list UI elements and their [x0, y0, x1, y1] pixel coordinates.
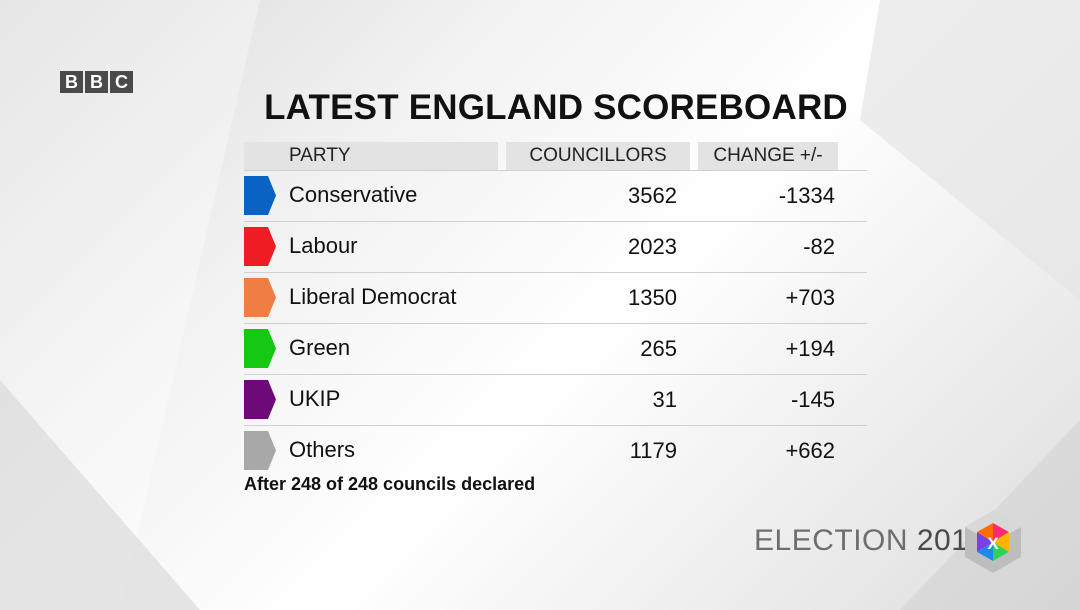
cube-letter: X [987, 534, 999, 553]
header-councillors: COUNCILLORS [506, 142, 690, 170]
party-name: Green [289, 335, 351, 360]
bbc-logo-letter: C [110, 71, 133, 93]
table-body: Conservative 3562 -1334 Labour 2023 -82 Libera… [244, 170, 867, 476]
councillors-count: 31 [652, 387, 677, 412]
scoreboard-table: PARTY COUNCILLORS CHANGE +/- Conservativ… [244, 142, 867, 476]
change-value: +194 [785, 336, 835, 361]
party-color-chip [244, 380, 276, 419]
election-2019-logo-text: ELECTION 2019 [754, 524, 986, 558]
bbc-logo: B B C [60, 71, 133, 93]
election-cube-icon: X [965, 511, 1021, 573]
table-row: UKIP 31 -145 [244, 374, 867, 425]
table-row: Conservative 3562 -1334 [244, 170, 867, 221]
party-color-chip [244, 227, 276, 266]
table-row: Green 265 +194 [244, 323, 867, 374]
party-name: Others [289, 437, 356, 462]
bbc-logo-letter: B [85, 71, 108, 93]
councillors-count: 1179 [629, 438, 677, 463]
party-name: Liberal Democrat [289, 284, 457, 309]
header-change: CHANGE +/- [698, 142, 838, 170]
councillors-count: 265 [640, 336, 677, 361]
footnote: After 248 of 248 councils declared [244, 474, 536, 494]
party-name: Conservative [289, 182, 418, 207]
councillors-count: 3562 [628, 183, 677, 208]
change-value: +703 [785, 285, 835, 310]
councillors-count: 2023 [628, 234, 677, 259]
table-header: PARTY COUNCILLORS CHANGE +/- [244, 142, 867, 170]
party-color-chip [244, 431, 276, 470]
table-row: Labour 2023 -82 [244, 221, 867, 272]
party-name: Labour [289, 233, 358, 258]
party-color-chip [244, 176, 276, 215]
party-color-chip [244, 278, 276, 317]
party-color-chip [244, 329, 276, 368]
change-value: -145 [790, 387, 835, 412]
scoreboard-title: LATEST ENGLAND SCOREBOARD [264, 88, 848, 127]
change-value: -82 [803, 234, 835, 259]
change-value: +662 [785, 438, 835, 463]
bbc-logo-letter: B [60, 71, 83, 93]
table-row: Liberal Democrat 1350 +703 [244, 272, 867, 323]
party-name: UKIP [289, 386, 341, 411]
councillors-count: 1350 [628, 285, 677, 310]
table-row: Others 1179 +662 [244, 425, 867, 476]
change-value: -1334 [778, 183, 835, 208]
election-word: ELECTION [754, 524, 909, 557]
header-party: PARTY [244, 142, 498, 170]
